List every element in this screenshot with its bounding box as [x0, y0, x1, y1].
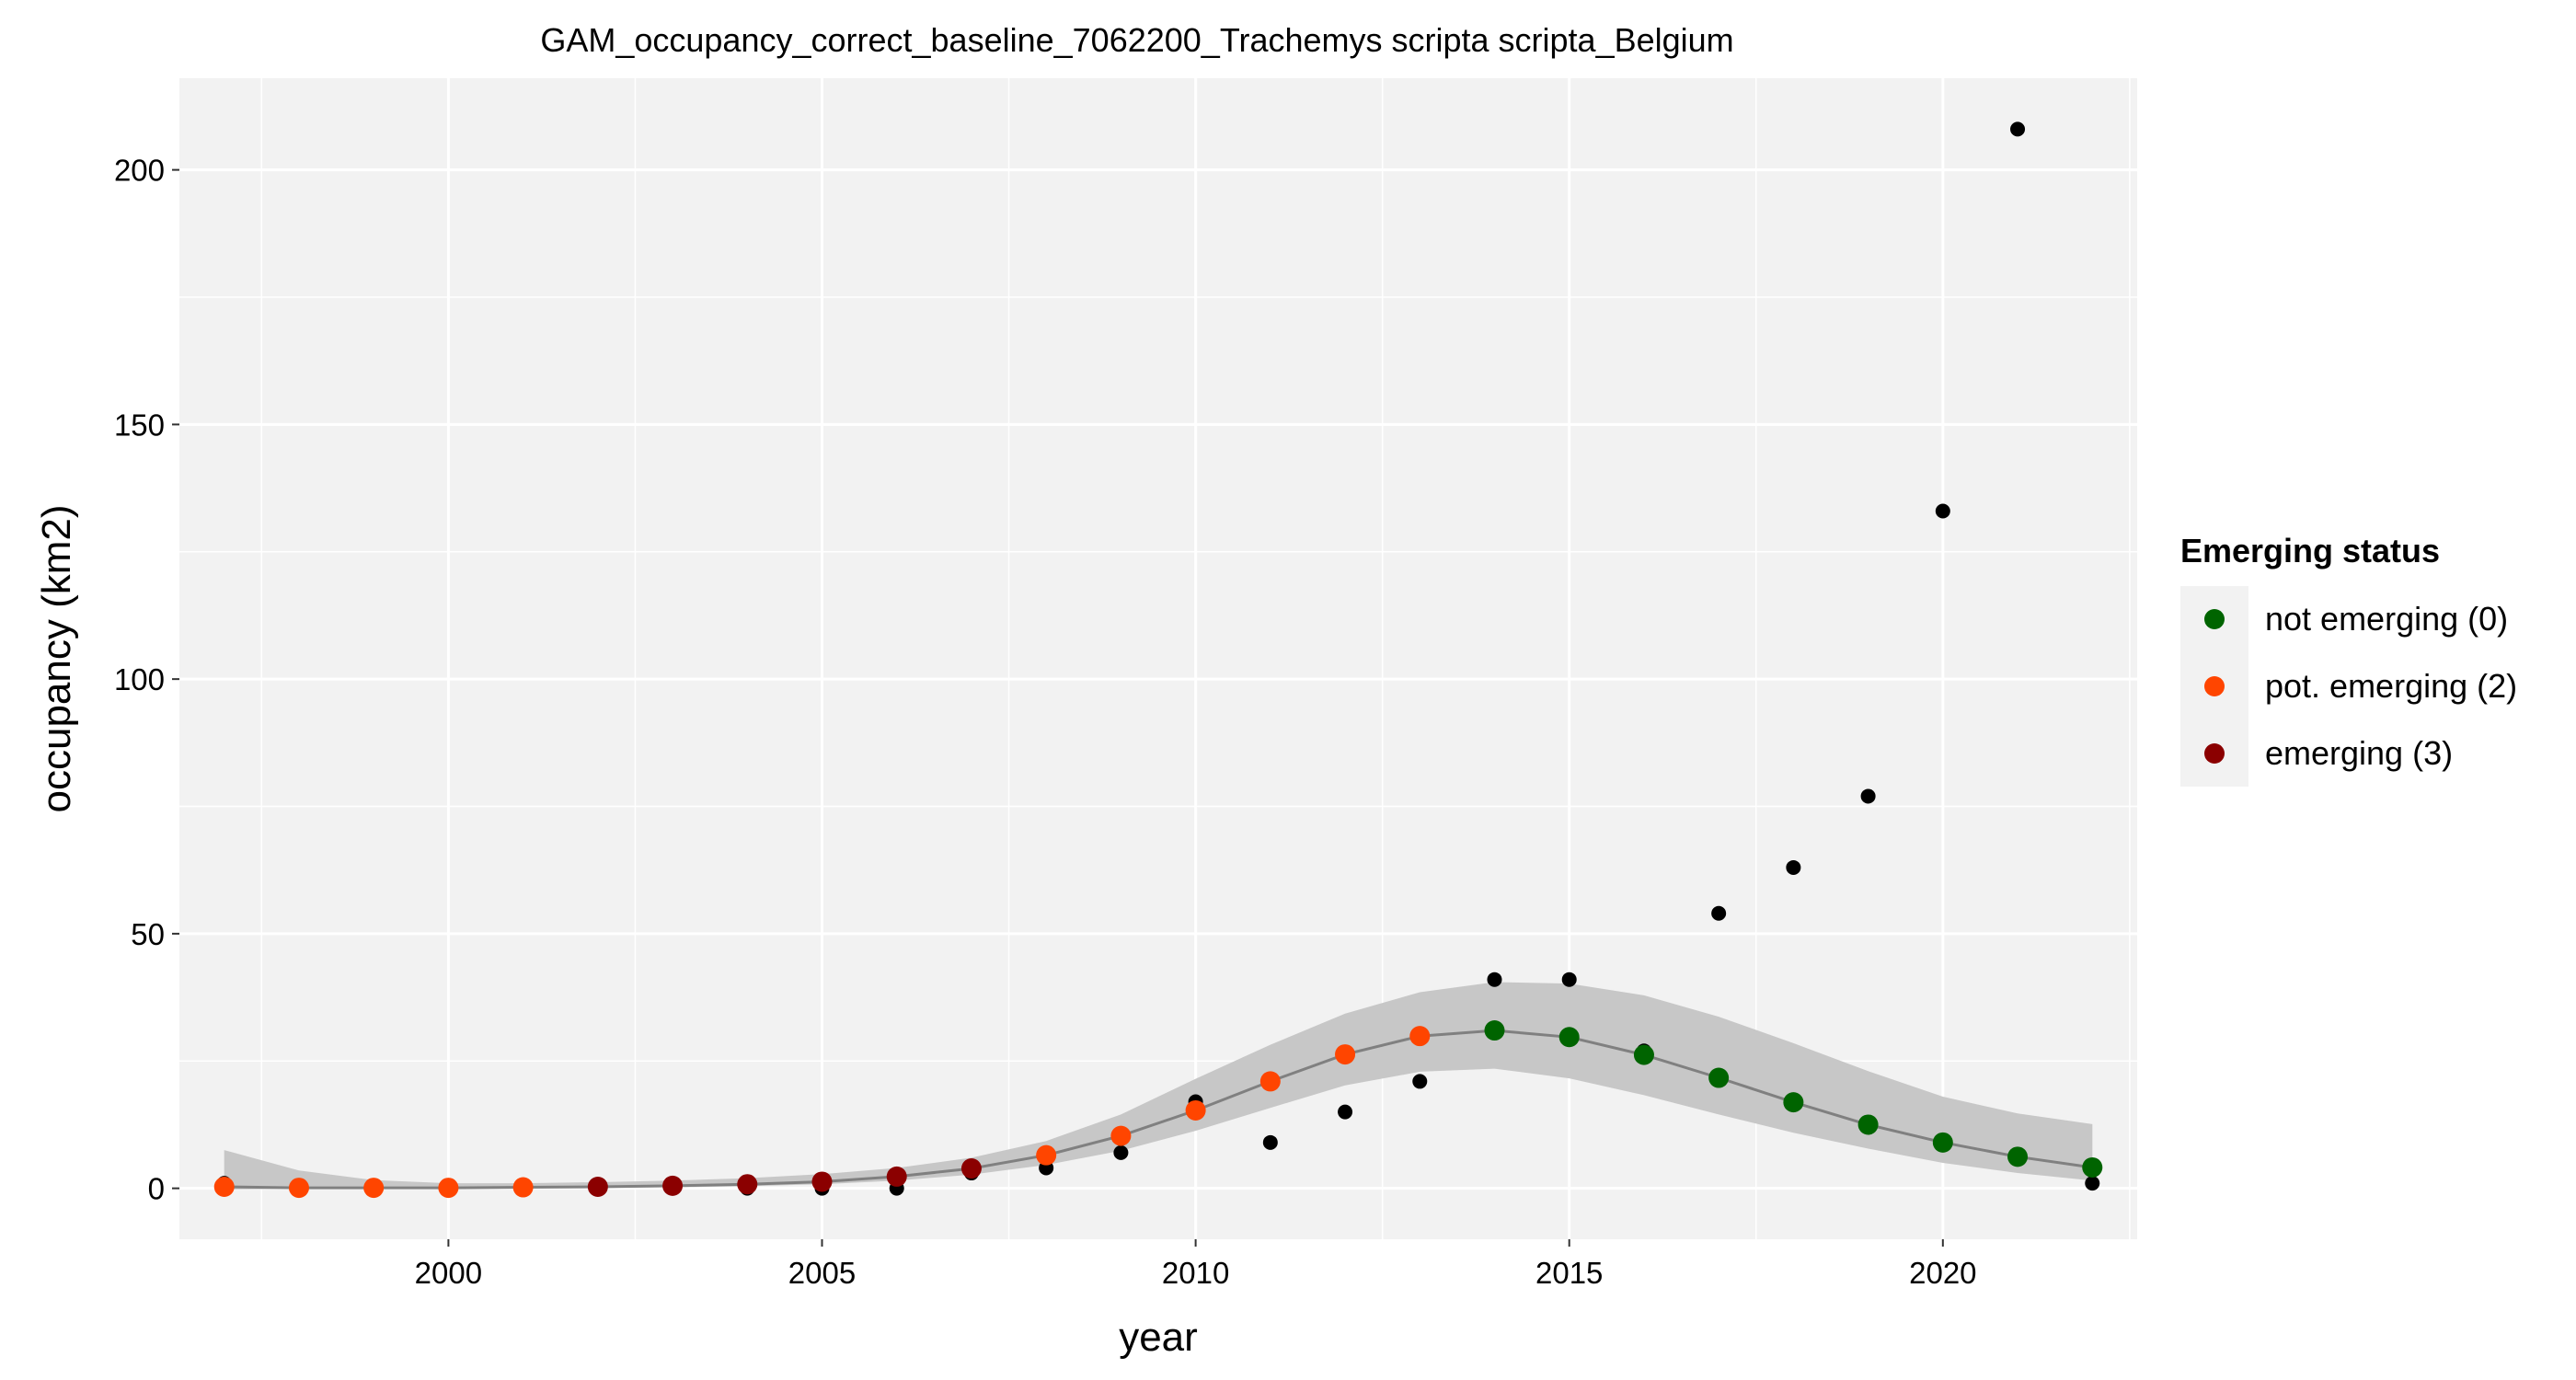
legend-key-0 [2204, 609, 2225, 629]
observed-point [1113, 1144, 1129, 1160]
observed-point [2085, 1176, 2100, 1191]
status-point [1783, 1092, 1804, 1113]
status-point [811, 1171, 833, 1192]
y-tick-label: 150 [114, 408, 165, 442]
status-point [2082, 1156, 2103, 1178]
x-tick-label: 2015 [1535, 1256, 1603, 1290]
chart-title: GAM_occupancy_correct_baseline_7062200_T… [540, 21, 1733, 59]
legend-title: Emerging status [2180, 532, 2440, 569]
status-point [1558, 1027, 1580, 1048]
status-point [363, 1178, 385, 1199]
observed-point [1860, 788, 1876, 804]
observed-point [2010, 121, 2026, 137]
status-point [1932, 1132, 1953, 1153]
status-point [2007, 1146, 2029, 1167]
y-tick-label: 50 [131, 917, 165, 951]
legend-label-0: not emerging (0) [2265, 600, 2508, 638]
observed-point [1338, 1104, 1353, 1120]
status-point [587, 1176, 608, 1197]
observed-point [1786, 859, 1801, 875]
status-point [512, 1177, 534, 1198]
status-point [1185, 1099, 1206, 1121]
legend: Emerging status not emerging (0) pot. eme… [2180, 532, 2517, 787]
observed-point [1561, 972, 1577, 987]
status-point [1110, 1125, 1132, 1146]
x-tick-label: 2005 [788, 1256, 856, 1290]
confidence-band-area [224, 982, 2093, 1190]
legend-label-2: pot. emerging (2) [2265, 667, 2517, 705]
status-point [1335, 1044, 1356, 1065]
y-axis: 0 50 100 150 200 [114, 154, 179, 1206]
status-point [288, 1178, 309, 1199]
y-tick-label: 0 [148, 1172, 165, 1206]
x-tick-label: 2010 [1162, 1256, 1229, 1290]
status-point [886, 1166, 907, 1187]
x-tick-label: 2000 [415, 1256, 482, 1290]
legend-entries: not emerging (0) pot. emerging (2) emergin… [2204, 600, 2517, 772]
status-point [1409, 1026, 1431, 1047]
y-tick-label: 100 [114, 662, 165, 696]
y-axis-title: occupancy (km2) [34, 504, 79, 812]
observed-point [1935, 503, 1950, 519]
plot-panel [179, 78, 2137, 1239]
status-point [1633, 1044, 1654, 1065]
legend-label-3: emerging (3) [2265, 734, 2453, 772]
legend-key-3 [2204, 743, 2225, 764]
status-point [737, 1174, 758, 1195]
status-point [213, 1176, 235, 1197]
gam-fit-line [224, 1029, 2093, 1190]
observed-point [1487, 972, 1502, 987]
y-tick-label: 200 [114, 154, 165, 188]
status-point [1259, 1071, 1281, 1092]
observed-point [1262, 1134, 1278, 1150]
observed-point [1711, 905, 1727, 921]
status-point [1708, 1067, 1730, 1088]
x-axis: 2000 2005 2010 2015 2020 [415, 1239, 1977, 1290]
status-point [1857, 1114, 1879, 1135]
legend-key-2 [2204, 676, 2225, 696]
status-point [1484, 1020, 1505, 1041]
x-tick-label: 2020 [1909, 1256, 1976, 1290]
status-points [213, 1020, 2103, 1199]
status-point [960, 1158, 982, 1179]
x-axis-title: year [1119, 1315, 1198, 1360]
status-point [438, 1178, 459, 1199]
status-point [662, 1175, 684, 1196]
gam-fit-line-path [224, 1029, 2093, 1190]
status-point [1036, 1144, 1057, 1166]
observed-point [1412, 1074, 1428, 1089]
confidence-band [224, 982, 2093, 1190]
